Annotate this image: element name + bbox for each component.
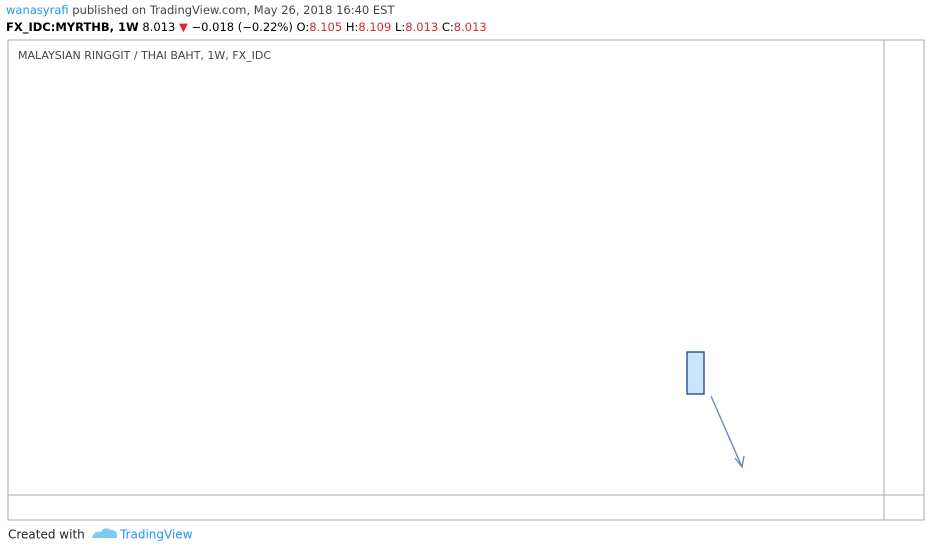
l: 8.013 bbox=[405, 20, 438, 34]
o-label: O: bbox=[297, 20, 310, 34]
annotation-rectangle bbox=[686, 351, 705, 395]
symbol: FX_IDC:MYRTHB, 1W bbox=[6, 20, 139, 35]
chart-frame bbox=[7, 39, 925, 521]
symbol-line: FX_IDC:MYRTHB, 1W 8.013 ▼ −0.018 (−0.22%… bbox=[6, 20, 487, 35]
chart-title: MALAYSIAN RINGGIT / THAI BAHT, 1W, FX_ID… bbox=[18, 49, 271, 62]
annotation-arrow bbox=[710, 395, 743, 468]
o: 8.105 bbox=[309, 20, 342, 34]
l-label: L: bbox=[395, 20, 405, 34]
author[interactable]: wanasyrafi bbox=[6, 3, 69, 17]
h: 8.109 bbox=[358, 20, 391, 34]
published: published on TradingView.com, May 26, 20… bbox=[72, 3, 395, 17]
c-label: C: bbox=[442, 20, 454, 34]
h-label: H: bbox=[346, 20, 359, 34]
header-line: wanasyrafi published on TradingView.com,… bbox=[6, 3, 395, 17]
footer-created: Created with bbox=[8, 528, 85, 542]
arrow: ▼ bbox=[179, 20, 188, 34]
footer-brand[interactable]: TradingView bbox=[119, 528, 193, 542]
brand-logo bbox=[92, 528, 118, 538]
arrow-head bbox=[734, 455, 745, 469]
change: −0.018 (−0.22%) bbox=[192, 20, 293, 34]
price: 8.013 bbox=[142, 20, 175, 34]
c: 8.013 bbox=[454, 20, 487, 34]
